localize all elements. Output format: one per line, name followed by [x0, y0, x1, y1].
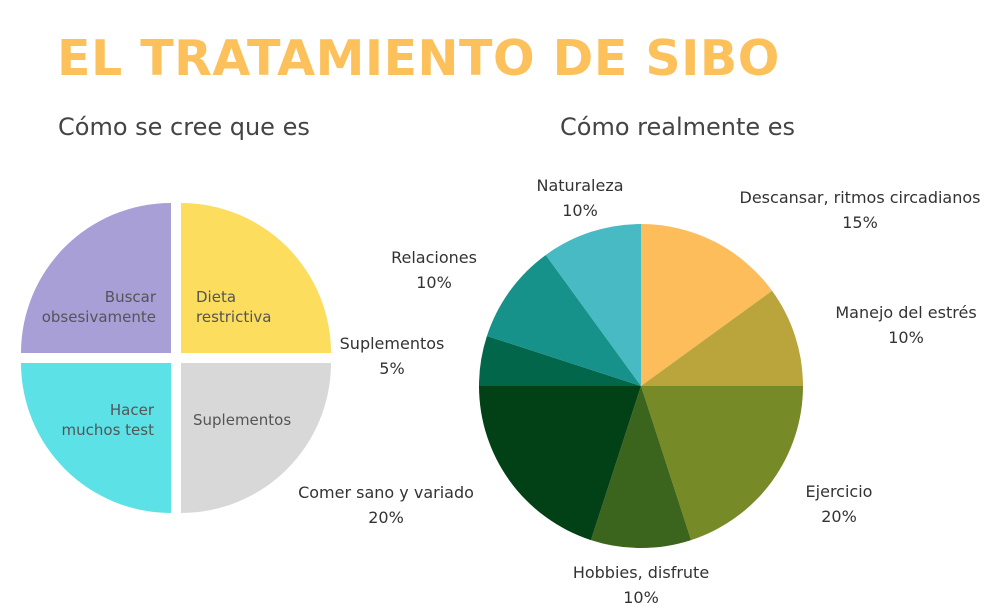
- annotation-label: Comer sano y variado: [298, 483, 474, 502]
- left-pie-slice-label: Buscar obsesivamente: [42, 288, 157, 326]
- right-pie-slice-label: Manejo del estrés: [835, 303, 976, 322]
- annotation-value: 5%: [379, 359, 404, 378]
- left-pie-slice: [21, 363, 171, 513]
- right-pie-slice-label: Naturaleza: [536, 176, 623, 195]
- right-pie-slice-label: Hobbies, disfrute: [573, 563, 709, 582]
- right-pie-slice-value: 15%: [842, 213, 878, 232]
- right-pie-slice: [486, 254, 641, 386]
- right-pie-slice-label: Ejercicio: [806, 482, 873, 501]
- left-pie-slice-label: Dieta restrictiva: [196, 288, 271, 326]
- right-pie-slice-label: Relaciones: [391, 248, 477, 267]
- right-pie-slice-value: 10%: [416, 273, 452, 292]
- left-pie-slice: [181, 363, 331, 513]
- right-pie-slice-value: 10%: [888, 328, 924, 347]
- right-pie-slice: [641, 290, 803, 386]
- left-pie-slice-label: Suplementos: [193, 411, 291, 429]
- left-pie-slice-label: Hacer muchos test: [62, 401, 155, 439]
- right-pie-slice: [545, 224, 641, 386]
- annotation-label: Suplementos: [340, 334, 445, 353]
- right-chart-title: Cómo realmente es: [560, 113, 796, 141]
- right-pie-slice-label: Descansar, ritmos circadianos: [740, 188, 981, 207]
- right-pie-slice: [641, 224, 773, 386]
- right-pie-slice: [641, 386, 803, 541]
- right-pie-slice-value: 10%: [562, 201, 598, 220]
- page-title: EL TRATAMIENTO DE SIBO: [57, 30, 780, 87]
- left-pie-slice: [21, 203, 171, 353]
- right-pie-slice-value: 10%: [623, 588, 659, 607]
- annotation-value: 20%: [368, 508, 404, 527]
- left-pie-slice: [181, 203, 331, 353]
- right-pie-slice: [479, 386, 641, 541]
- left-chart-title: Cómo se cree que es: [58, 113, 310, 141]
- right-pie-slice: [590, 386, 692, 548]
- right-pie-slice: [479, 335, 641, 386]
- right-pie-slice-value: 20%: [821, 507, 857, 526]
